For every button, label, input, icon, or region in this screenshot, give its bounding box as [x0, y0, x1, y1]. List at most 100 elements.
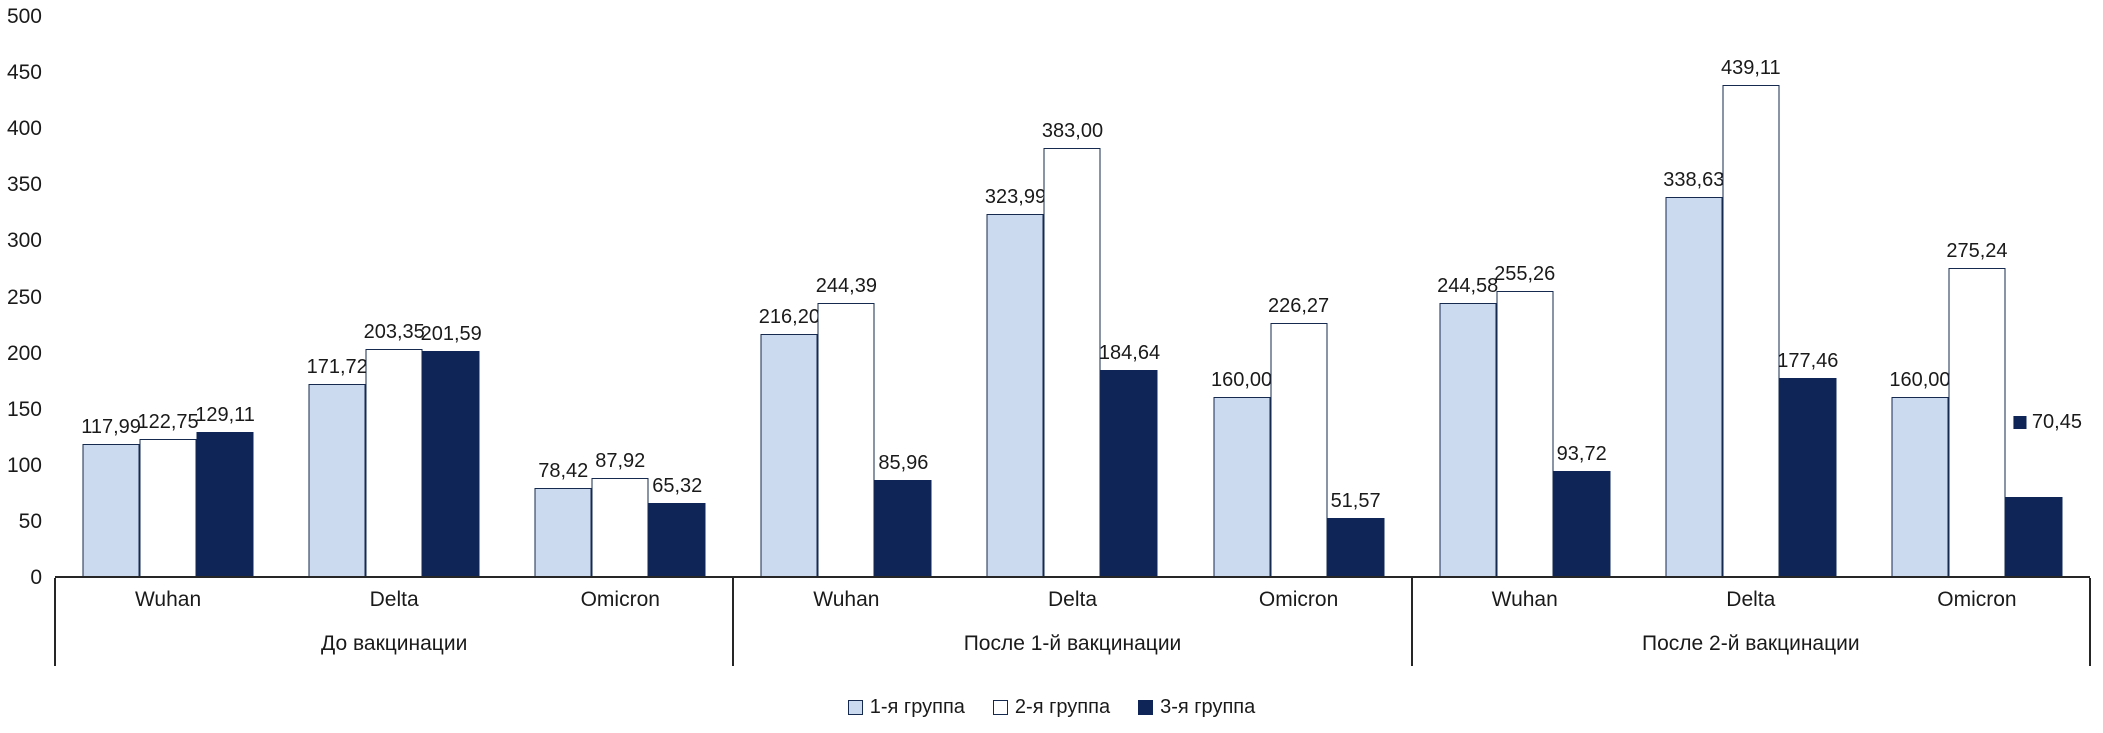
data-label: 383,00	[1041, 119, 1104, 142]
y-axis-tick-label: 400	[6, 117, 42, 141]
bar-series-1: 117,99	[81, 416, 141, 576]
panel-label: После 1-й вакцинации	[963, 632, 1182, 655]
bar-series-2: 255,26	[1494, 263, 1555, 576]
data-label: 203,35	[363, 320, 425, 343]
category-label: Omicron	[1258, 588, 1339, 611]
bar-series-1: 244,58	[1437, 275, 1498, 576]
data-label: 171,72	[306, 356, 368, 379]
data-label: 244,58	[1437, 274, 1499, 297]
bar-stack: 171,72 203,35 201,59	[307, 17, 482, 576]
panel: 216,20 244,39 85,96 323,99 383,00 184,64 160,0…	[733, 17, 1411, 576]
plot-area: 117,99 122,75 129,11 171,72 203,35 201,59 78,4…	[55, 17, 2090, 578]
bar-series-3: 201,59	[421, 323, 482, 576]
category-axis: Wuhan Delta Omicron Wuhan Delta Omicron Wuhan D…	[55, 580, 2090, 622]
legend-swatch-series-3	[1138, 700, 1154, 715]
data-label: 201,59	[420, 322, 482, 345]
data-label: 117,99	[81, 416, 141, 439]
bar-series-3: 93,72	[1553, 443, 1611, 576]
bar-stack: 323,99 383,00 184,64	[985, 17, 1160, 576]
y-axis-tick-label: 0	[30, 566, 42, 589]
bar-series-3: 184,64	[1099, 342, 1160, 576]
category-group: 160,00 226,27 51,57	[1186, 17, 1412, 576]
data-label: 323,99	[984, 185, 1047, 208]
category-group: 78,42 87,92 65,32	[507, 17, 733, 576]
data-label: 160,00	[1211, 369, 1273, 392]
data-label: 87,92	[595, 449, 646, 472]
bar-stack: 160,00 275,24 70,45	[1889, 17, 2082, 576]
bar-series-3: 70,45	[2005, 411, 2082, 576]
y-axis-tick-label: 500	[6, 5, 42, 28]
bar-series-2: 275,24	[1946, 240, 2008, 576]
data-label-text: 70,45	[2031, 411, 2082, 434]
bar-stack: 338,63 439,11 177,46	[1663, 17, 1838, 576]
data-label: 177,46	[1777, 349, 1839, 372]
bar-series-2: 226,27	[1268, 295, 1329, 576]
bar-series-1: 78,42	[534, 460, 592, 576]
bar-series-3: 177,46	[1777, 350, 1838, 576]
data-label: 255,26	[1494, 262, 1556, 285]
panel: 117,99 122,75 129,11 171,72 203,35 201,59 78,4…	[55, 17, 733, 576]
data-label: 275,24	[1946, 240, 2008, 263]
legend-label: 1-я группа	[869, 696, 965, 718]
category-label: Wuhan	[134, 588, 202, 611]
y-axis-tick-label: 250	[6, 285, 42, 309]
legend: 1-я группа 2-я группа 3-я группа	[0, 696, 2103, 719]
bar-stack: 78,42 87,92 65,32	[534, 17, 706, 576]
bar-series-1: 216,20	[759, 306, 820, 576]
category-group: 171,72 203,35 201,59	[281, 17, 507, 576]
data-label: 51,57	[1330, 490, 1381, 513]
bar-series-3: 129,11	[195, 404, 255, 576]
category-label: Wuhan	[813, 588, 880, 611]
bar-stack: 117,99 122,75 129,11	[81, 17, 255, 576]
y-axis-tick-label: 350	[6, 173, 42, 197]
bar-series-1: 338,63	[1663, 169, 1724, 576]
data-label: 93,72	[1556, 443, 1607, 466]
panel: 244,58 255,26 93,72 338,63 439,11 177,46 160,0…	[1412, 17, 2090, 576]
data-label: 439,11	[1720, 57, 1781, 80]
category-label: Omicron	[580, 588, 660, 611]
data-label: 122,75	[137, 410, 199, 433]
legend-swatch-series-2	[992, 700, 1008, 715]
bar-stack: 160,00 226,27 51,57	[1211, 17, 1385, 576]
data-label: 85,96	[878, 451, 929, 474]
bar-series-3: 65,32	[648, 475, 706, 576]
category-group: 117,99 122,75 129,11	[55, 17, 281, 576]
category-group: 323,99 383,00 184,64	[959, 17, 1185, 576]
bar-series-2: 439,11	[1721, 57, 1781, 576]
y-axis-tick-label: 150	[6, 397, 42, 421]
panel-axis: До вакцинации После 1-й вакцинации После 2…	[55, 622, 2090, 666]
data-label: 226,27	[1268, 295, 1330, 318]
category-group: 216,20 244,39 85,96	[733, 17, 959, 576]
bar-series-1: 323,99	[985, 186, 1046, 576]
panel-label: До вакцинации	[321, 632, 468, 655]
category-group: 244,58 255,26 93,72	[1412, 17, 1638, 576]
bar-series-2: 122,75	[137, 411, 199, 576]
category-label: Delta	[1726, 588, 1776, 611]
bar-series-1: 171,72	[307, 356, 368, 576]
category-label: Delta	[369, 588, 419, 611]
bar-series-1: 160,00	[1211, 369, 1272, 576]
bar-series-3: 85,96	[874, 452, 932, 576]
category-label: Omicron	[1937, 588, 2017, 611]
y-axis-tick-label: 50	[18, 509, 42, 533]
legend-label: 2-я группа	[1014, 696, 1111, 718]
data-label: 216,20	[758, 306, 820, 329]
data-label: 70,45	[2013, 411, 2082, 434]
legend-item: 2-я группа	[992, 696, 1111, 719]
bar-series-2: 87,92	[591, 450, 649, 576]
bar-stack: 216,20 244,39 85,96	[759, 17, 932, 576]
legend-label: 3-я группа	[1160, 696, 1256, 718]
bar-series-2: 244,39	[816, 275, 877, 576]
y-axis-tick-label: 100	[6, 453, 42, 477]
category-group: 160,00 275,24 70,45	[1864, 17, 2090, 576]
y-axis-tick-label: 300	[6, 229, 42, 253]
bar-stack: 244,58 255,26 93,72	[1437, 17, 1611, 576]
category-group: 338,63 439,11 177,46	[1638, 17, 1864, 576]
data-label: 338,63	[1663, 169, 1725, 192]
y-axis-tick-label: 200	[6, 341, 42, 365]
data-label: 160,00	[1889, 369, 1951, 392]
legend-key-swatch	[2013, 416, 2027, 430]
data-label: 184,64	[1098, 341, 1161, 364]
legend-swatch-series-1	[847, 700, 863, 715]
